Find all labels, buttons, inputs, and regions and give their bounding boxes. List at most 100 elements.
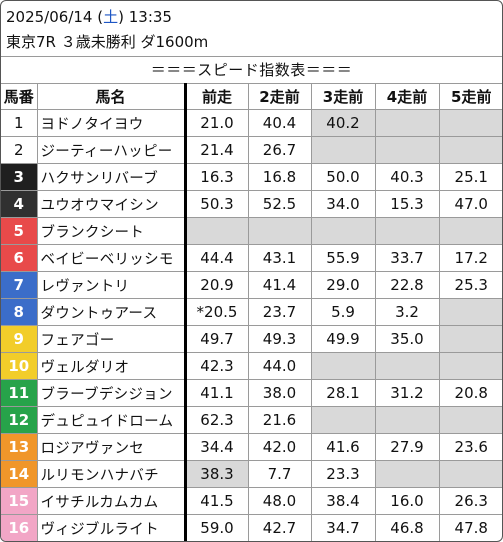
table-row: 13 ロジアヴァンセ 34.4 42.0 41.6 27.9 23.6: [1, 433, 502, 461]
speed-index-cell: 50.0: [310, 163, 376, 191]
horse-name-cell: ロジアヴァンセ: [36, 433, 187, 461]
speed-index-cell: 38.4: [310, 487, 376, 515]
col-header-name: 馬名: [36, 83, 187, 110]
horse-number-cell: 8: [1, 298, 38, 326]
col-header-last: 前走: [184, 83, 249, 110]
horse-number-cell: 10: [1, 352, 38, 380]
horse-name-cell: ヴェルダリオ: [36, 352, 187, 380]
speed-index-cell: 47.0: [438, 190, 502, 218]
speed-index-cell: 31.2: [374, 379, 440, 407]
table-row: 14 ルリモンハナバチ 38.3 7.7 23.3: [1, 460, 502, 488]
horse-name-cell: ルリモンハナバチ: [36, 460, 187, 488]
table-body: 1 ヨドノタイヨウ 21.0 40.4 40.2 2 ジーティーハッピー 21.4 26.7 3 ハ…: [1, 109, 502, 541]
speed-index-cell: 59.0: [184, 514, 249, 541]
table-title: ＝＝＝スピード指数表＝＝＝: [150, 61, 353, 79]
race-time: 13:35: [128, 8, 172, 26]
speed-index-cell: 34.7: [310, 514, 376, 541]
speed-index-cell: 5.9: [310, 298, 376, 326]
speed-index-cell: 40.4: [247, 109, 312, 137]
speed-index-cell: 44.0: [247, 352, 312, 380]
speed-index-cell: 40.2: [310, 109, 376, 137]
speed-index-cell: 49.3: [247, 325, 312, 353]
horse-number-cell: 16: [1, 514, 38, 541]
race-weekday: 土: [103, 8, 119, 26]
horse-number-cell: 5: [1, 217, 38, 245]
speed-index-cell: 16.0: [374, 487, 440, 515]
speed-index-cell: [310, 217, 376, 245]
horse-name-cell: ユウオウマイシン: [36, 190, 187, 218]
horse-name-cell: ベイビーベリッシモ: [36, 244, 187, 272]
table-row: 12 デュピュイドローム 62.3 21.6: [1, 406, 502, 434]
speed-index-cell: [374, 352, 440, 380]
horse-name-cell: レヴァントリ: [36, 271, 187, 299]
horse-name-cell: ヨドノタイヨウ: [36, 109, 187, 137]
speed-index-cell: 49.7: [184, 325, 249, 353]
speed-index-cell: 25.1: [438, 163, 502, 191]
speed-index-cell: [438, 406, 502, 434]
speed-index-cell: 27.9: [374, 433, 440, 461]
table-row: 9 フェアゴー 49.7 49.3 49.9 35.0: [1, 325, 502, 353]
table-row: 5 ブランクシート: [1, 217, 502, 245]
speed-index-cell: [374, 109, 440, 137]
speed-index-cell: 38.0: [247, 379, 312, 407]
col-header-3back: 3走前: [310, 83, 376, 110]
table-row: 16 ヴィジブルライト 59.0 42.7 34.7 46.8 47.8: [1, 514, 502, 541]
speed-index-cell: 49.9: [310, 325, 376, 353]
table-row: 7 レヴァントリ 20.9 41.4 29.0 22.8 25.3: [1, 271, 502, 299]
horse-number-cell: 13: [1, 433, 38, 461]
speed-index-cell: [310, 406, 376, 434]
table-row: 4 ユウオウマイシン 50.3 52.5 34.0 15.3 47.0: [1, 190, 502, 218]
speed-index-cell: 41.1: [184, 379, 249, 407]
speed-index-cell: [310, 136, 376, 164]
speed-index-cell: 41.5: [184, 487, 249, 515]
horse-number-cell: 15: [1, 487, 38, 515]
speed-index-cell: 23.3: [310, 460, 376, 488]
horse-number-cell: 12: [1, 406, 38, 434]
horse-number-cell: 2: [1, 136, 38, 164]
col-header-4back: 4走前: [374, 83, 440, 110]
col-header-2back: 2走前: [247, 83, 312, 110]
speed-index-cell: 20.8: [438, 379, 502, 407]
speed-index-cell: 41.4: [247, 271, 312, 299]
horse-number-cell: 9: [1, 325, 38, 353]
speed-index-cell: [184, 217, 249, 245]
speed-index-table: 馬番 馬名 前走 2走前 3走前 4走前 5走前 1 ヨドノタイヨウ 21.0 40.…: [1, 83, 502, 541]
speed-index-cell: 17.2: [438, 244, 502, 272]
speed-index-cell: 50.3: [184, 190, 249, 218]
speed-index-cell: 21.4: [184, 136, 249, 164]
horse-number-cell: 6: [1, 244, 38, 272]
horse-name-cell: イサチルカムカム: [36, 487, 187, 515]
speed-index-cell: 29.0: [310, 271, 376, 299]
horse-name-cell: ヴィジブルライト: [36, 514, 187, 541]
table-row: 10 ヴェルダリオ 42.3 44.0: [1, 352, 502, 380]
table-row: 2 ジーティーハッピー 21.4 26.7: [1, 136, 502, 164]
speed-index-cell: 38.3: [184, 460, 249, 488]
table-row: 3 ハクサンリバーブ 16.3 16.8 50.0 40.3 25.1: [1, 163, 502, 191]
table-header-row: 馬番 馬名 前走 2走前 3走前 4走前 5走前: [1, 83, 502, 110]
speed-index-cell: [438, 109, 502, 137]
horse-name-cell: フェアゴー: [36, 325, 187, 353]
speed-index-cell: 3.2: [374, 298, 440, 326]
speed-index-cell: [438, 325, 502, 353]
speed-index-cell: 62.3: [184, 406, 249, 434]
horse-name-cell: ハクサンリバーブ: [36, 163, 187, 191]
speed-index-cell: 26.3: [438, 487, 502, 515]
speed-index-cell: [438, 217, 502, 245]
speed-index-cell: 7.7: [247, 460, 312, 488]
table-row: 15 イサチルカムカム 41.5 48.0 38.4 16.0 26.3: [1, 487, 502, 515]
speed-index-cell: [374, 406, 440, 434]
speed-index-cell: [438, 136, 502, 164]
horse-number-cell: 14: [1, 460, 38, 488]
speed-index-cell: 21.6: [247, 406, 312, 434]
speed-index-cell: 48.0: [247, 487, 312, 515]
speed-index-cell: 20.9: [184, 271, 249, 299]
horse-number-cell: 1: [1, 109, 38, 137]
speed-index-cell: 42.3: [184, 352, 249, 380]
table-row: 8 ダウントゥアース *20.5 23.7 5.9 3.2: [1, 298, 502, 326]
table-row: 11 ブラーブデシジョン 41.1 38.0 28.1 31.2 20.8: [1, 379, 502, 407]
race-date: 2025/06/14: [6, 8, 93, 26]
speed-index-cell: 46.8: [374, 514, 440, 541]
speed-index-cell: 42.7: [247, 514, 312, 541]
speed-index-cell: [438, 352, 502, 380]
speed-index-cell: 52.5: [247, 190, 312, 218]
